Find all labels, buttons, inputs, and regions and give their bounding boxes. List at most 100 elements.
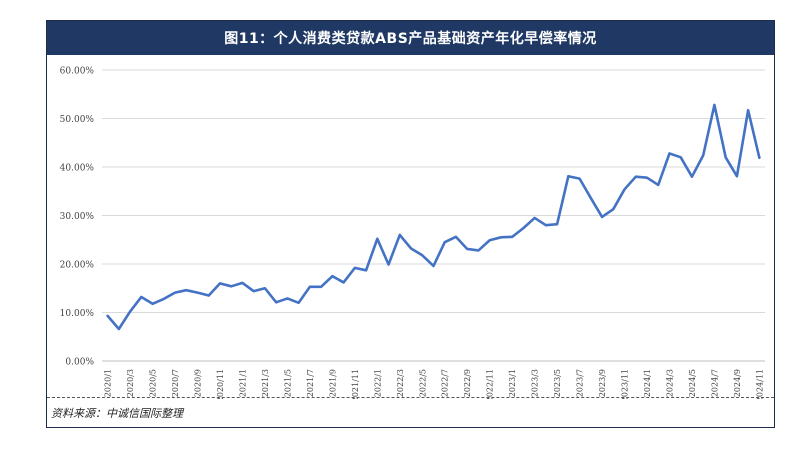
data-point [702, 154, 704, 156]
data-point [264, 287, 266, 289]
chart-area: 0.00% 10.00% 20.00% 30.00% 40.00% 50.00% 60.00… [47, 55, 774, 402]
x-tick-label: 2022/5 [418, 369, 427, 397]
data-point [196, 291, 198, 293]
x-tick-label: 2020/11 [216, 369, 225, 399]
x-tick-label: 2021/7 [306, 369, 315, 397]
y-tick-label: 20.00% [60, 261, 95, 271]
data-point [657, 184, 659, 186]
data-point [500, 236, 502, 238]
x-tick-label: 2021/3 [261, 369, 270, 397]
data-point [612, 208, 614, 210]
x-tick-label: 2022/11 [486, 369, 495, 399]
data-point [511, 236, 513, 238]
x-tick-label: 2023/7 [576, 369, 585, 397]
data-point [185, 289, 187, 291]
data-point [691, 176, 693, 178]
x-tick-label: 2022/7 [441, 369, 450, 397]
data-point [466, 248, 468, 250]
data-point [219, 282, 221, 284]
data-point [567, 175, 569, 177]
data-point [376, 238, 378, 240]
data-point [668, 152, 670, 154]
data-point [747, 109, 749, 111]
data-point [646, 176, 648, 178]
data-point [556, 223, 558, 225]
data-point [140, 296, 142, 298]
x-tick-label: 2024/11 [755, 369, 764, 399]
line-chart: 0.00% 10.00% 20.00% 30.00% 40.00% 50.00% 60.00… [60, 67, 765, 402]
x-tick-label: 2021/5 [283, 369, 292, 397]
data-point [578, 177, 580, 179]
data-point [354, 267, 356, 269]
data-point [488, 239, 490, 241]
chart-title: 图11：个人消费类贷款ABS产品基础资产年化早偿率情况 [47, 21, 774, 55]
data-point [533, 217, 535, 219]
x-tick-label: 2023/11 [621, 369, 630, 399]
data-point [387, 263, 389, 265]
x-tick-label: 2020/9 [194, 369, 203, 397]
data-point [320, 286, 322, 288]
data-point [208, 294, 210, 296]
y-tick-label: 30.00% [60, 212, 95, 222]
x-tick-label: 2022/1 [373, 369, 382, 397]
data-point [365, 269, 367, 271]
data-point [297, 302, 299, 304]
x-tick-label: 2023/9 [598, 369, 607, 397]
x-tick-label: 2023/5 [553, 369, 562, 397]
y-tick-label: 10.00% [60, 309, 95, 319]
data-point [680, 156, 682, 158]
data-point [331, 275, 333, 277]
x-tick-label: 2024/9 [733, 369, 742, 397]
x-tick-label: 2021/11 [351, 369, 360, 399]
x-tick-label: 2022/9 [463, 369, 472, 397]
data-point [421, 254, 423, 256]
chart-frame: 图11：个人消费类贷款ABS产品基础资产年化早偿率情况 0.00% 10.00% 2… [46, 20, 775, 428]
x-tick-label: 2022/3 [396, 369, 405, 397]
data-point [151, 303, 153, 305]
data-point [410, 247, 412, 249]
data-point [545, 224, 547, 226]
data-point [106, 315, 108, 317]
x-tick-label: 2021/1 [238, 369, 247, 397]
data-point [455, 236, 457, 238]
series-line [106, 103, 761, 331]
y-tick-label: 50.00% [60, 115, 95, 125]
data-point [713, 104, 715, 106]
data-point [590, 197, 592, 199]
x-tick-label: 2024/5 [688, 369, 697, 397]
data-point [758, 157, 760, 159]
data-point [174, 291, 176, 293]
x-tick-label: 2020/1 [104, 369, 113, 397]
data-point [432, 265, 434, 267]
x-tick-label: 2024/7 [710, 369, 719, 397]
data-point [736, 175, 738, 177]
data-point [522, 227, 524, 229]
data-point [275, 301, 277, 303]
x-tick-label: 2020/5 [149, 369, 158, 397]
y-tick-label: 60.00% [60, 67, 95, 77]
x-tick-label: 2024/3 [665, 369, 674, 397]
data-point [444, 241, 446, 243]
data-point [241, 282, 243, 284]
data-point [118, 328, 120, 330]
data-point [601, 216, 603, 218]
data-point [342, 281, 344, 283]
data-point [163, 298, 165, 300]
x-tick-label: 2023/3 [531, 369, 540, 397]
x-tick-label: 2020/7 [171, 369, 180, 397]
data-point [286, 297, 288, 299]
x-tick-label: 2021/9 [328, 369, 337, 397]
data-point [635, 176, 637, 178]
data-point [230, 285, 232, 287]
data-point [309, 286, 311, 288]
x-tick-label: 2023/1 [508, 369, 517, 397]
source-note: 资料来源：中诚信国际整理 [51, 407, 183, 420]
data-point [399, 234, 401, 236]
x-tick-label: 2020/3 [126, 369, 135, 397]
data-point [253, 290, 255, 292]
data-point [129, 310, 131, 312]
y-tick-label: 40.00% [60, 164, 95, 174]
source-divider [47, 397, 774, 398]
x-tick-label: 2024/1 [643, 369, 652, 397]
data-point [724, 156, 726, 158]
